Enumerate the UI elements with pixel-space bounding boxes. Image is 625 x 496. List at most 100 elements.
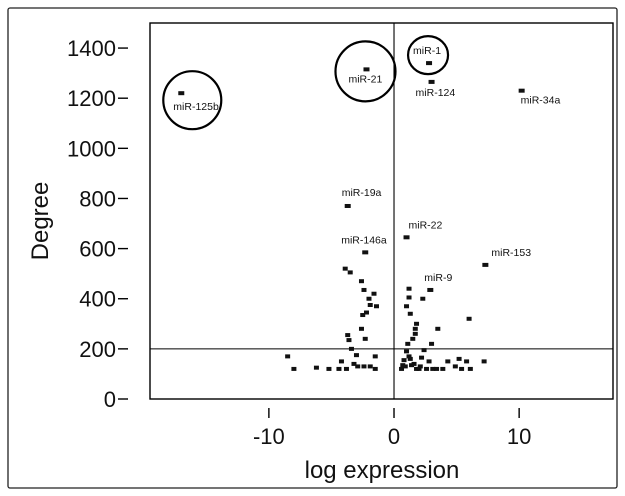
point-label: miR-146a: [341, 234, 387, 246]
data-point: [414, 321, 420, 326]
data-point: [412, 326, 418, 331]
data-point: [371, 291, 377, 296]
point-label: miR-22: [409, 219, 443, 231]
point-label: miR-153: [491, 247, 531, 259]
y-tick-label: 600: [79, 237, 116, 262]
data-point: [372, 354, 378, 359]
y-tick-label: 200: [79, 337, 116, 362]
data-point: [412, 331, 418, 336]
outer-border: [7, 7, 618, 489]
data-point: [404, 349, 410, 354]
data-point: [345, 333, 351, 338]
data-point: [426, 359, 432, 364]
data-point: [358, 326, 364, 331]
data-point: [342, 266, 348, 271]
highlight-circle: [406, 35, 450, 76]
data-point: [467, 366, 473, 371]
labeled-data-point: [518, 88, 525, 93]
data-point: [363, 310, 369, 315]
data-points: [178, 61, 525, 371]
data-point: [367, 364, 373, 369]
highlight-circles: [162, 35, 450, 131]
data-point: [435, 326, 441, 331]
data-point: [348, 346, 354, 351]
data-point: [361, 364, 367, 369]
labeled-data-point: [403, 235, 410, 240]
data-point: [407, 311, 413, 316]
data-point: [407, 356, 413, 361]
data-point: [355, 364, 361, 369]
data-point: [404, 304, 410, 309]
y-tick-label: 1400: [67, 36, 116, 61]
data-point: [410, 336, 416, 341]
data-point: [406, 286, 412, 291]
data-point: [373, 304, 379, 309]
x-tick-label: 10: [507, 424, 531, 449]
y-axis: 0 200 400 600 800 1000 1200 1400: [67, 36, 128, 412]
highlight-circle: [334, 40, 397, 103]
labeled-data-point: [426, 61, 433, 66]
point-labels: miR-125b miR-21 miR-1 miR-124 miR-34a miR-19a…: [173, 45, 560, 284]
point-label: miR-125b: [173, 101, 219, 113]
data-point: [409, 363, 415, 368]
point-label: miR-1: [413, 45, 441, 57]
point-label: miR-9: [424, 272, 452, 284]
data-point: [466, 316, 472, 321]
y-axis-title: Degree: [27, 182, 54, 261]
labeled-data-point: [178, 91, 185, 96]
y-tick-label: 0: [104, 387, 116, 412]
data-point: [406, 295, 412, 300]
data-point: [367, 303, 373, 307]
data-point: [411, 361, 417, 366]
data-point: [420, 296, 426, 301]
data-point: [372, 366, 378, 371]
labeled-data-point: [363, 67, 370, 72]
data-point: [347, 270, 353, 275]
data-point: [336, 366, 342, 371]
data-point: [361, 287, 367, 292]
y-tick-label: 1200: [67, 86, 116, 111]
x-tick-label: 0: [388, 424, 400, 449]
data-point: [421, 348, 427, 353]
x-axis: -10 0 10: [253, 408, 531, 449]
data-point: [464, 359, 470, 364]
point-label: miR-21: [348, 73, 382, 85]
data-point: [456, 356, 462, 361]
y-tick-label: 1000: [67, 136, 116, 161]
y-tick-label: 400: [79, 287, 116, 312]
point-label: miR-19a: [342, 187, 382, 199]
plot-area: [149, 22, 614, 400]
data-point: [353, 353, 359, 358]
labeled-data-point: [362, 250, 369, 255]
labeled-data-point: [344, 203, 351, 208]
data-point: [445, 359, 451, 364]
data-point: [400, 363, 406, 368]
data-point: [424, 366, 430, 371]
data-point: [452, 364, 458, 369]
x-axis-title: log expression: [305, 457, 460, 484]
data-point: [430, 366, 436, 371]
point-label: miR-34a: [521, 95, 561, 107]
data-point: [366, 296, 372, 301]
data-point: [416, 366, 422, 371]
data-point: [459, 366, 465, 371]
data-point: [414, 366, 420, 371]
x-tick-label: -10: [253, 424, 285, 449]
data-point: [429, 341, 435, 346]
y-tick-label: 800: [79, 186, 116, 211]
data-point: [351, 361, 357, 366]
reference-lines: [150, 23, 613, 399]
highlight-circle: [162, 70, 223, 131]
data-point: [440, 366, 446, 371]
data-point: [406, 354, 412, 359]
data-point: [401, 358, 407, 363]
data-point: [326, 366, 332, 371]
data-point: [434, 366, 440, 371]
labeled-data-point: [482, 262, 489, 267]
data-point: [405, 341, 411, 346]
labeled-data-point: [428, 79, 435, 84]
data-point: [360, 313, 366, 318]
data-point: [481, 359, 487, 364]
